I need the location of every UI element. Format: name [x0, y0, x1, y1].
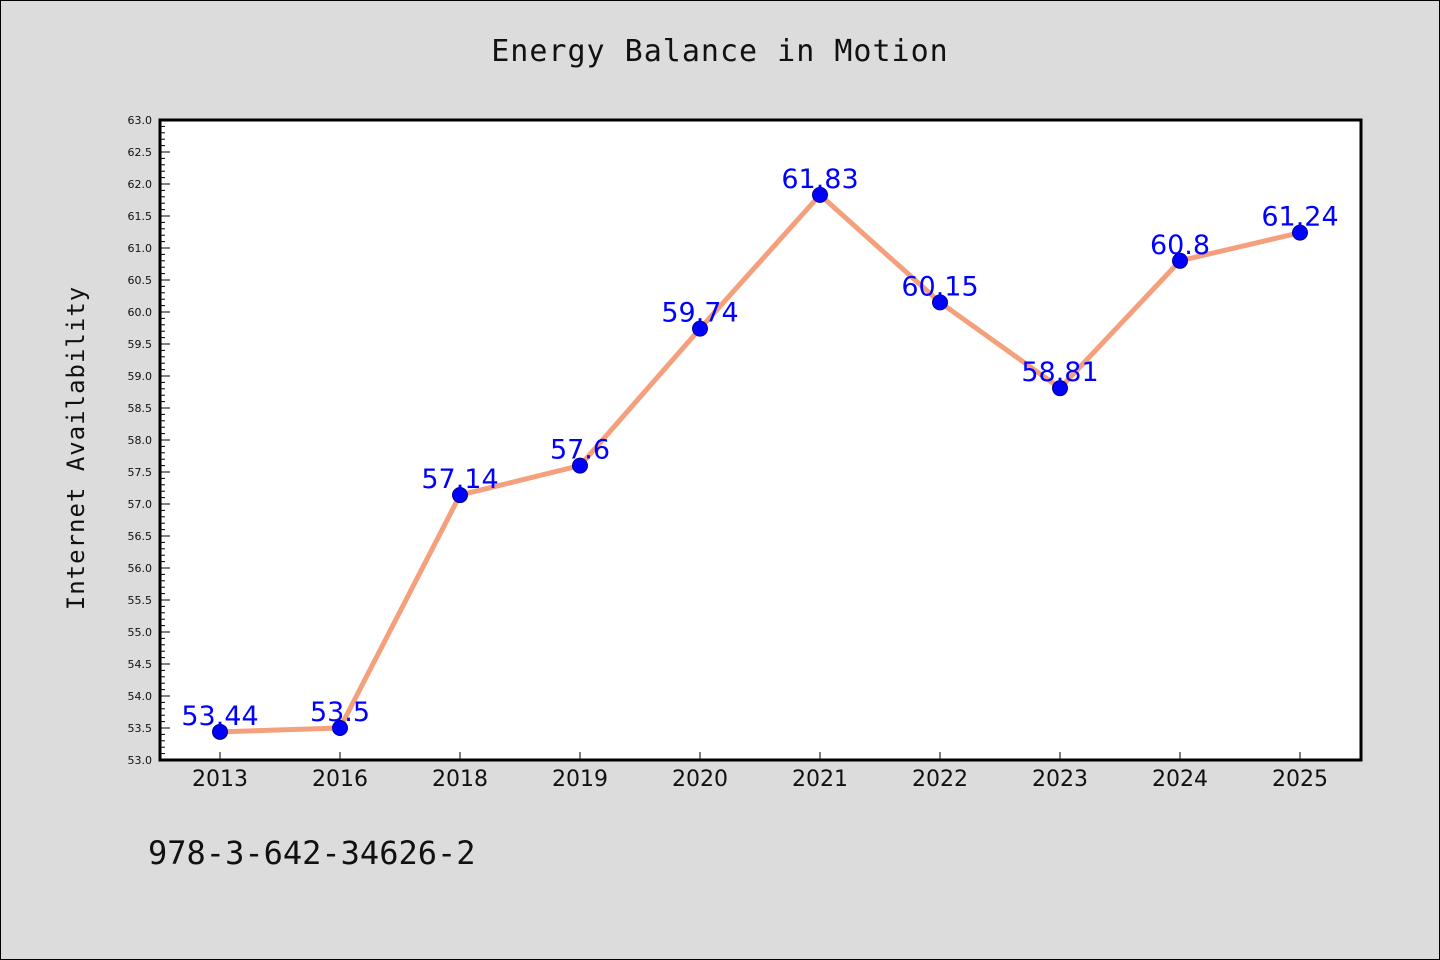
x-tick-label: 2020	[672, 767, 728, 792]
y-tick-label: 59.0	[128, 370, 153, 383]
y-tick-label: 53.0	[128, 754, 153, 767]
data-point	[812, 186, 828, 203]
y-tick-label: 55.5	[128, 594, 153, 607]
x-tick-label: 2016	[312, 767, 368, 792]
data-point	[212, 723, 228, 740]
data-point	[332, 720, 348, 736]
series-group: 53.44 53.5 57.14 57.6 59.74 61.83 60.15 58.81 60…	[181, 164, 1339, 740]
data-label: 53.5	[310, 697, 370, 728]
y-tick-label: 58.0	[128, 434, 153, 447]
y-axis: 53.0 53.5 54.0 54.5 55.0 55.5 56.0 56.5 57.0 57.5…	[128, 114, 170, 767]
y-tick-label: 54.0	[128, 690, 153, 703]
y-tick-label: 58.5	[128, 402, 153, 415]
y-tick-label: 53.5	[128, 722, 153, 735]
isbn-text: 978-3-642-34626-2	[148, 834, 476, 872]
series-line	[219, 192, 1301, 735]
y-tick-label: 57.5	[128, 466, 153, 479]
y-tick-label: 54.5	[128, 658, 153, 671]
x-tick-label: 2013	[192, 767, 248, 792]
x-tick-label: 2018	[432, 767, 488, 792]
y-tick-label: 62.5	[128, 146, 153, 159]
data-label: 60.15	[901, 271, 978, 302]
y-tick-label: 56.5	[128, 530, 153, 543]
data-label: 57.14	[421, 464, 498, 495]
data-label: 60.8	[1150, 230, 1210, 261]
x-tick-label: 2025	[1272, 767, 1328, 792]
y-tick-label: 56.0	[128, 562, 153, 575]
data-label: 58.81	[1021, 357, 1098, 388]
data-point	[452, 487, 468, 504]
y-tick-label: 57.0	[128, 498, 153, 511]
y-tick-label: 55.0	[128, 626, 153, 639]
x-axis: 2013 2016 2018 2019 2020 2021 2022 2023 2024 2025	[192, 752, 1328, 792]
x-tick-label: 2024	[1152, 767, 1208, 792]
plot-area	[158, 118, 1363, 762]
y-tick-label: 61.5	[128, 210, 153, 223]
data-label: 53.44	[181, 701, 258, 732]
data-label: 57.6	[550, 435, 610, 466]
data-point	[1052, 380, 1068, 397]
y-tick-label: 62.0	[128, 178, 153, 191]
y-tick-label: 63.0	[128, 114, 153, 127]
x-tick-label: 2021	[792, 767, 848, 792]
x-tick-label: 2022	[912, 767, 968, 792]
data-point	[572, 457, 588, 474]
x-tick-label: 2019	[552, 767, 608, 792]
x-tick-label: 2023	[1032, 767, 1088, 792]
data-point	[692, 320, 708, 337]
data-point	[1292, 224, 1308, 241]
y-tick-label: 59.5	[128, 338, 153, 351]
y-tick-label: 61.0	[128, 242, 153, 255]
data-label: 61.24	[1261, 202, 1338, 233]
chart-title: Energy Balance in Motion	[491, 34, 949, 69]
y-tick-label: 60.0	[128, 306, 153, 319]
y-axis-label: Internet Availability	[62, 286, 90, 610]
data-point	[1172, 252, 1188, 269]
y-tick-label: 60.5	[128, 274, 153, 287]
data-point	[932, 294, 948, 311]
data-label: 61.83	[781, 164, 858, 195]
data-label: 59.74	[661, 298, 738, 329]
